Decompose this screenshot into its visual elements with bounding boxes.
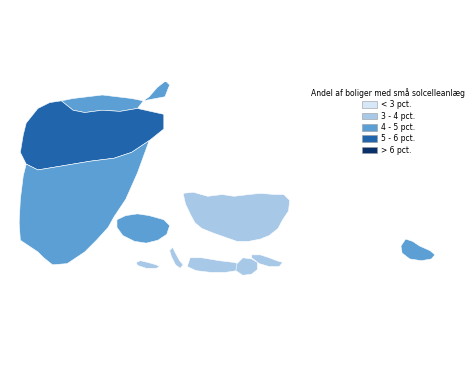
Legend: < 3 pct., 3 - 4 pct., 4 - 5 pct., 5 - 6 pct., > 6 pct.: < 3 pct., 3 - 4 pct., 4 - 5 pct., 5 - 6 … xyxy=(309,86,467,157)
Polygon shape xyxy=(117,214,170,243)
Polygon shape xyxy=(137,261,160,268)
Polygon shape xyxy=(19,141,149,265)
Polygon shape xyxy=(187,258,243,272)
Polygon shape xyxy=(183,192,290,242)
Polygon shape xyxy=(252,255,283,267)
Polygon shape xyxy=(401,239,435,261)
Polygon shape xyxy=(170,247,183,268)
Polygon shape xyxy=(61,81,170,112)
Polygon shape xyxy=(236,258,257,275)
Polygon shape xyxy=(20,101,164,170)
